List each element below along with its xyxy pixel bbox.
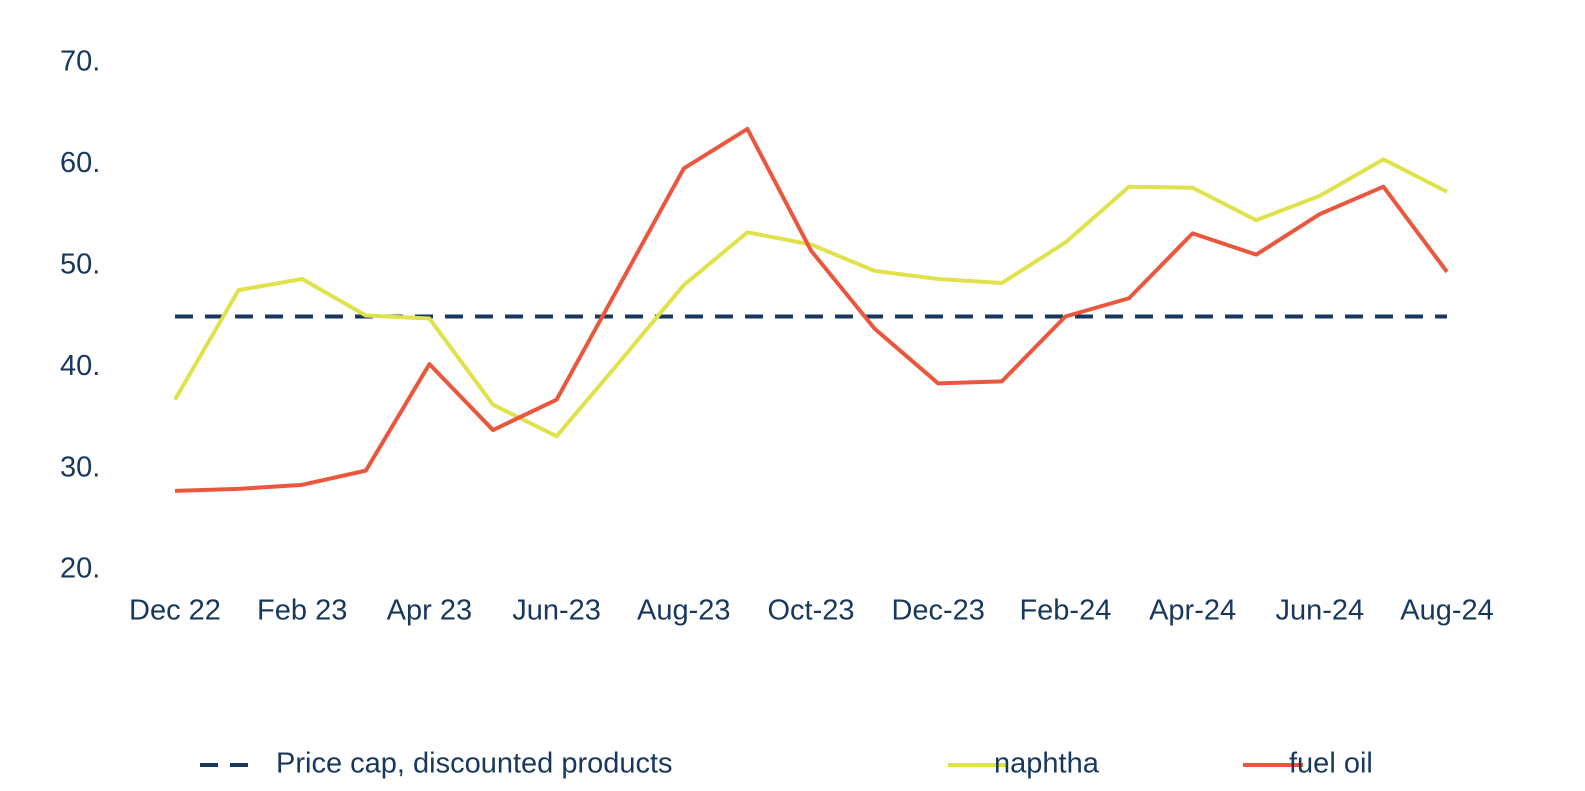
y-tick-label: 20. — [60, 553, 100, 585]
series-line — [174, 126, 1449, 493]
x-tick-label: Jun-24 — [1275, 595, 1364, 627]
x-tick-label: Aug-23 — [637, 595, 731, 627]
x-tick-label: Oct-23 — [767, 595, 854, 627]
legend-label: Price cap, discounted products — [276, 748, 673, 780]
y-tick-label: 70. — [60, 46, 100, 78]
x-tick-label: Aug-24 — [1400, 595, 1494, 627]
y-tick-label: 40. — [60, 350, 100, 382]
x-tick-label: Feb 23 — [257, 595, 347, 627]
legend-label: naphtha — [994, 748, 1100, 780]
y-tick-label: 50. — [60, 248, 100, 280]
x-tick-label: Dec 22 — [129, 595, 221, 627]
y-tick-label: 30. — [60, 451, 100, 483]
y-tick-label: 60. — [60, 147, 100, 179]
x-tick-label: Dec-23 — [891, 595, 985, 627]
series-line — [173, 157, 1448, 439]
x-tick-label: Apr-24 — [1149, 595, 1236, 627]
x-tick-label: Apr 23 — [387, 595, 472, 627]
x-tick-label: Feb-24 — [1019, 595, 1111, 627]
x-tick-label: Jun-23 — [512, 595, 601, 627]
legend-label: fuel oil — [1289, 748, 1373, 780]
